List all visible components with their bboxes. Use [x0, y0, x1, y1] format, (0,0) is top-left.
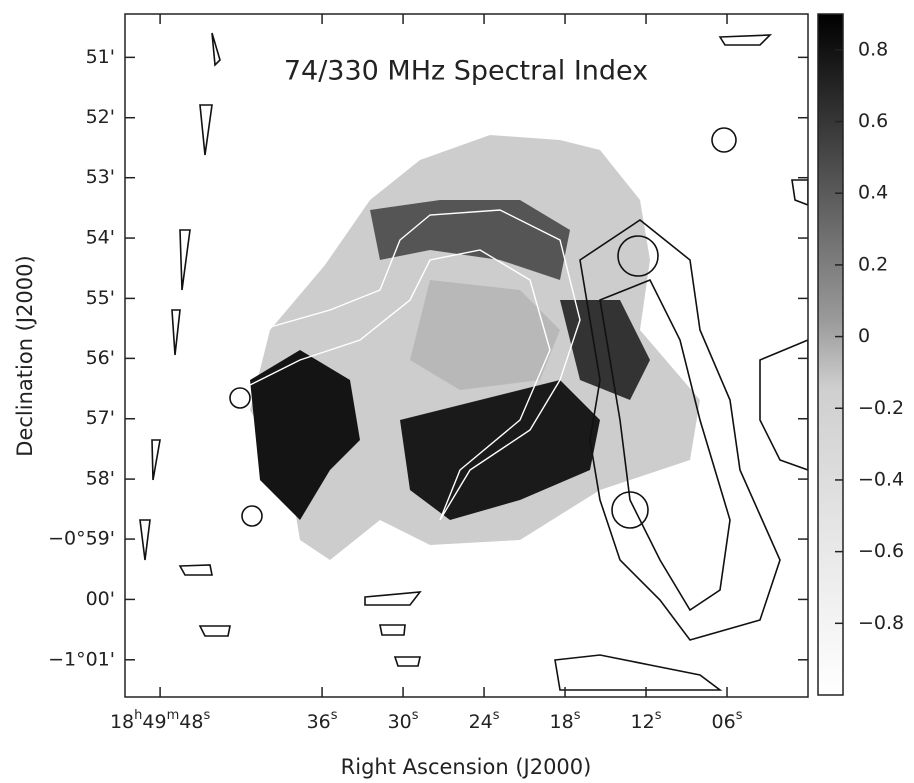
colorbar-tick-label: 0.2: [858, 253, 888, 275]
colorbar-tick-label: −0.2: [858, 397, 904, 419]
x-tick-label: 12s: [631, 708, 662, 733]
y-tick-label: 53': [86, 166, 115, 188]
y-tick-label: −1°01': [48, 648, 115, 670]
colorbar-tick-label: 0.4: [858, 182, 888, 204]
x-tick-label: 06s: [712, 708, 743, 733]
y-tick-label: 57': [86, 407, 115, 429]
spectral-index-map: [139, 32, 808, 691]
colorbar-tick-label: −0.4: [858, 468, 904, 490]
x-tick-label: 18h49m48s: [110, 708, 210, 733]
y-tick-label: 55': [86, 287, 115, 309]
x-tick-label: 18s: [550, 708, 581, 733]
y-tick-label: 54': [86, 227, 115, 249]
y-axis-label: Declination (J2000): [13, 255, 37, 456]
colorbar-tick-label: 0.8: [858, 38, 888, 60]
y-tick-label: 00': [86, 588, 115, 610]
y-tick-label: 51': [86, 46, 115, 68]
y-tick-label: 58': [86, 468, 115, 490]
x-tick-label: 30s: [388, 708, 419, 733]
chart-title: 74/330 MHz Spectral Index: [284, 56, 648, 87]
colorbar: [817, 13, 844, 696]
y-tick-label: −0°59': [48, 528, 115, 550]
colorbar-tick-label: −0.8: [858, 612, 904, 634]
x-tick-label: 36s: [307, 708, 338, 733]
plot-frame: [124, 13, 809, 698]
colorbar-tick-label: −0.6: [858, 540, 904, 562]
colorbar-tick-label: 0.6: [858, 110, 888, 132]
y-tick-label: 56': [86, 347, 115, 369]
y-tick-label: 52': [86, 106, 115, 128]
x-tick-label: 24s: [469, 708, 500, 733]
colorbar-tick-label: 0: [858, 325, 870, 347]
x-axis-label: Right Ascension (J2000): [341, 755, 592, 779]
